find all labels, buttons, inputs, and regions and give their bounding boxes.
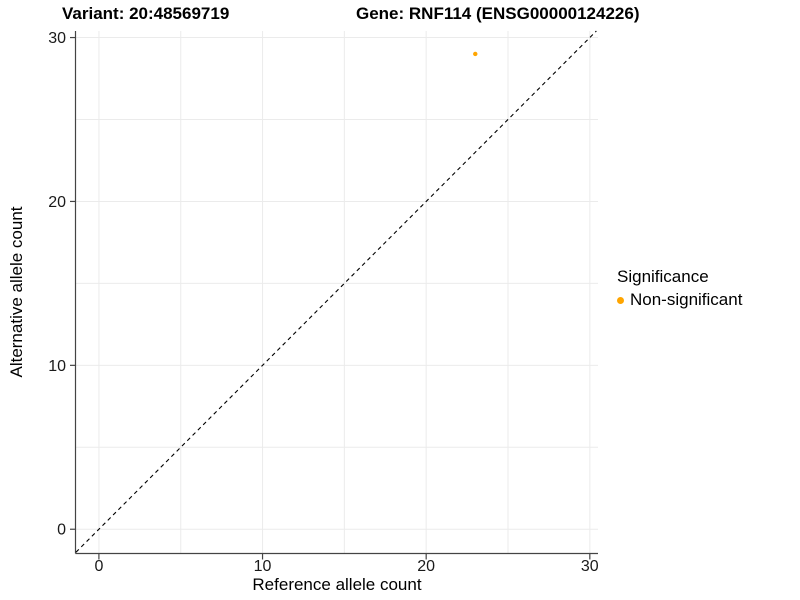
x-axis-title: Reference allele count <box>252 575 422 594</box>
x-tick-label: 20 <box>417 558 435 575</box>
identity-dashed-line <box>75 30 597 553</box>
legend-item-label: Non-significant <box>630 290 743 309</box>
y-tick-label: 20 <box>48 194 66 211</box>
y-tick-label: 0 <box>57 522 66 539</box>
legend-point-circle-icon <box>617 296 624 304</box>
x-tick-label: 10 <box>254 558 272 575</box>
plot-title-gene: Gene: RNF114 (ENSG00000124226) <box>356 4 640 23</box>
x-tick-label: 0 <box>94 558 103 575</box>
y-axis-title: Alternative allele count <box>7 206 26 378</box>
plot-title-variant: Variant: 20:48569719 <box>62 4 230 23</box>
y-tick-label: 30 <box>48 30 66 47</box>
data-point <box>473 51 478 57</box>
x-tick-label: 30 <box>581 558 599 575</box>
legend-item: Non-significant <box>617 290 742 310</box>
legend-title: Significance <box>617 267 709 286</box>
y-tick-label: 10 <box>48 358 66 375</box>
legend: Significance Non-significant <box>617 267 742 310</box>
